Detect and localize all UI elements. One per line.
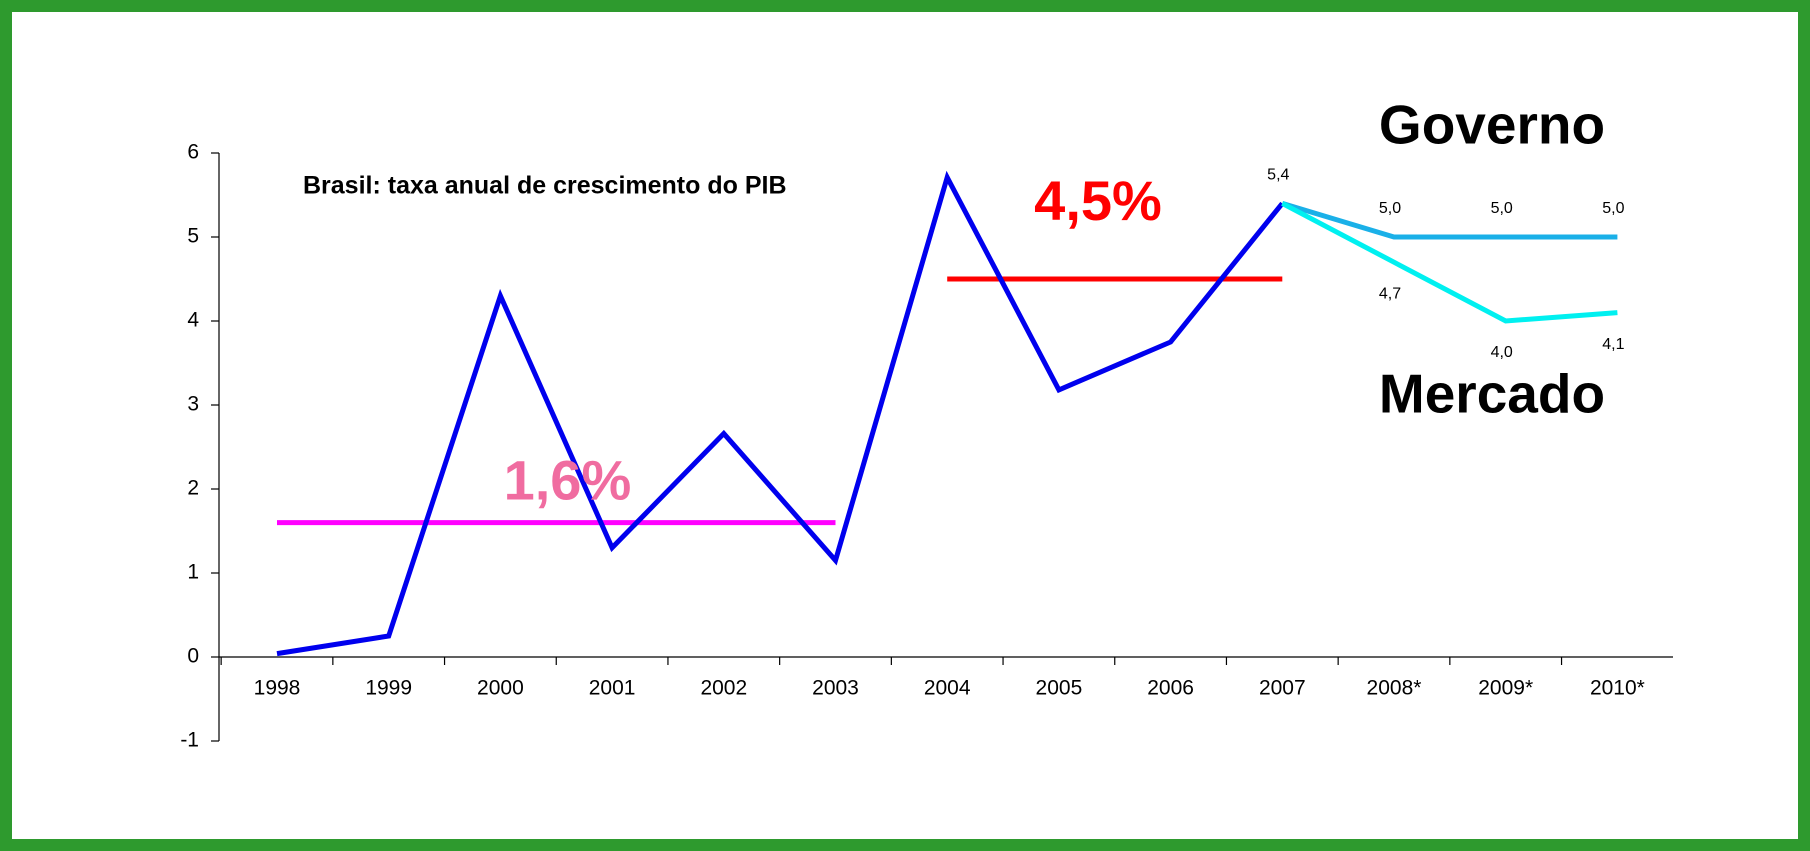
data-label: 5,0: [1491, 200, 1513, 217]
reference-label: 1,6%: [504, 448, 632, 511]
data-label: 4,0: [1491, 344, 1513, 361]
y-tick-label: 1: [187, 561, 199, 584]
data-label: 5,0: [1379, 200, 1401, 217]
y-tick-label: 3: [187, 393, 199, 416]
x-tick-label: 2010*: [1590, 677, 1645, 700]
reference-label: 4,5%: [1034, 169, 1162, 232]
y-tick-label: 2: [187, 477, 199, 500]
data-label: 5,4: [1267, 167, 1289, 184]
series-line: [276, 170, 1285, 657]
x-tick-label: 2008*: [1367, 677, 1422, 700]
series-name: Mercado: [1379, 363, 1605, 425]
y-tick-label: 0: [187, 645, 199, 668]
x-tick-label: 2007: [1259, 677, 1306, 700]
data-label: 4,1: [1602, 336, 1624, 353]
x-tick-label: 1998: [254, 677, 301, 700]
x-tick-label: 2001: [589, 677, 636, 700]
data-label: 4,7: [1379, 285, 1401, 302]
y-tick-label: 6: [187, 141, 199, 164]
series-line: [1281, 201, 1618, 240]
series-line: [1281, 201, 1618, 324]
series-name: Governo: [1379, 94, 1605, 156]
x-tick-label: 2005: [1036, 677, 1083, 700]
x-tick-label: 2002: [700, 677, 747, 700]
x-tick-label: 2006: [1147, 677, 1194, 700]
x-tick-label: 2000: [477, 677, 524, 700]
x-tick-label: 2009*: [1478, 677, 1533, 700]
chart-title: Brasil: taxa anual de crescimento do PIB: [303, 172, 787, 200]
x-tick-label: 2004: [924, 677, 971, 700]
y-tick-label: 5: [187, 225, 199, 248]
y-tick-label: -1: [180, 729, 199, 752]
y-tick-label: 4: [187, 309, 199, 332]
x-tick-label: 1999: [365, 677, 412, 700]
data-label: 5,0: [1602, 200, 1624, 217]
x-tick-label: 2003: [812, 677, 859, 700]
